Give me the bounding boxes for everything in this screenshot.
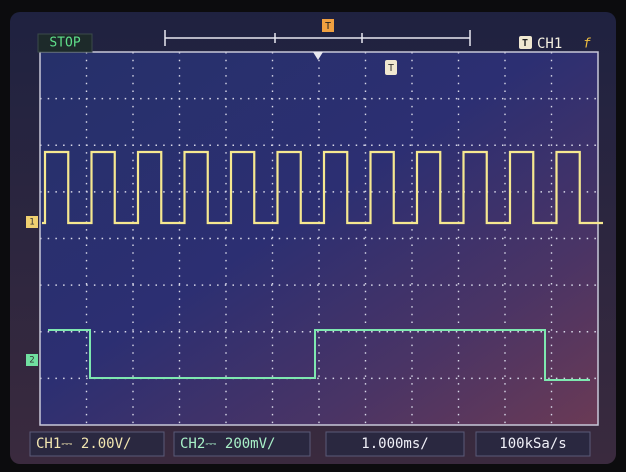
oscilloscope-screen: STOP T T CH1 f T 1 2 CH1⎓ 2.00V/ CH2⎓ 20…: [0, 0, 626, 472]
timebase: 1.000ms/: [361, 436, 428, 452]
page: STOP T T CH1 f T 1 2 CH1⎓ 2.00V/ CH2⎓ 20…: [0, 0, 626, 472]
source-icon-label: T: [522, 38, 528, 49]
trigger-marker: T: [325, 21, 331, 32]
trigger-position: T: [388, 63, 394, 74]
status: STOP: [49, 36, 80, 51]
trigger-source: CH1: [537, 36, 562, 52]
ch2-marker: 2: [29, 356, 34, 366]
footer: CH1⎓ 2.00V/ CH2⎓ 200mV/ 1.000ms/ 100kSa/…: [30, 432, 590, 456]
ch1-scale: CH1⎓ 2.00V/: [36, 436, 131, 452]
ch2-scale: CH2⎓ 200mV/: [180, 436, 275, 452]
trigger-edge: f: [583, 37, 591, 52]
ch1-marker: 1: [29, 218, 34, 228]
sample-rate: 100kSa/s: [499, 436, 566, 452]
